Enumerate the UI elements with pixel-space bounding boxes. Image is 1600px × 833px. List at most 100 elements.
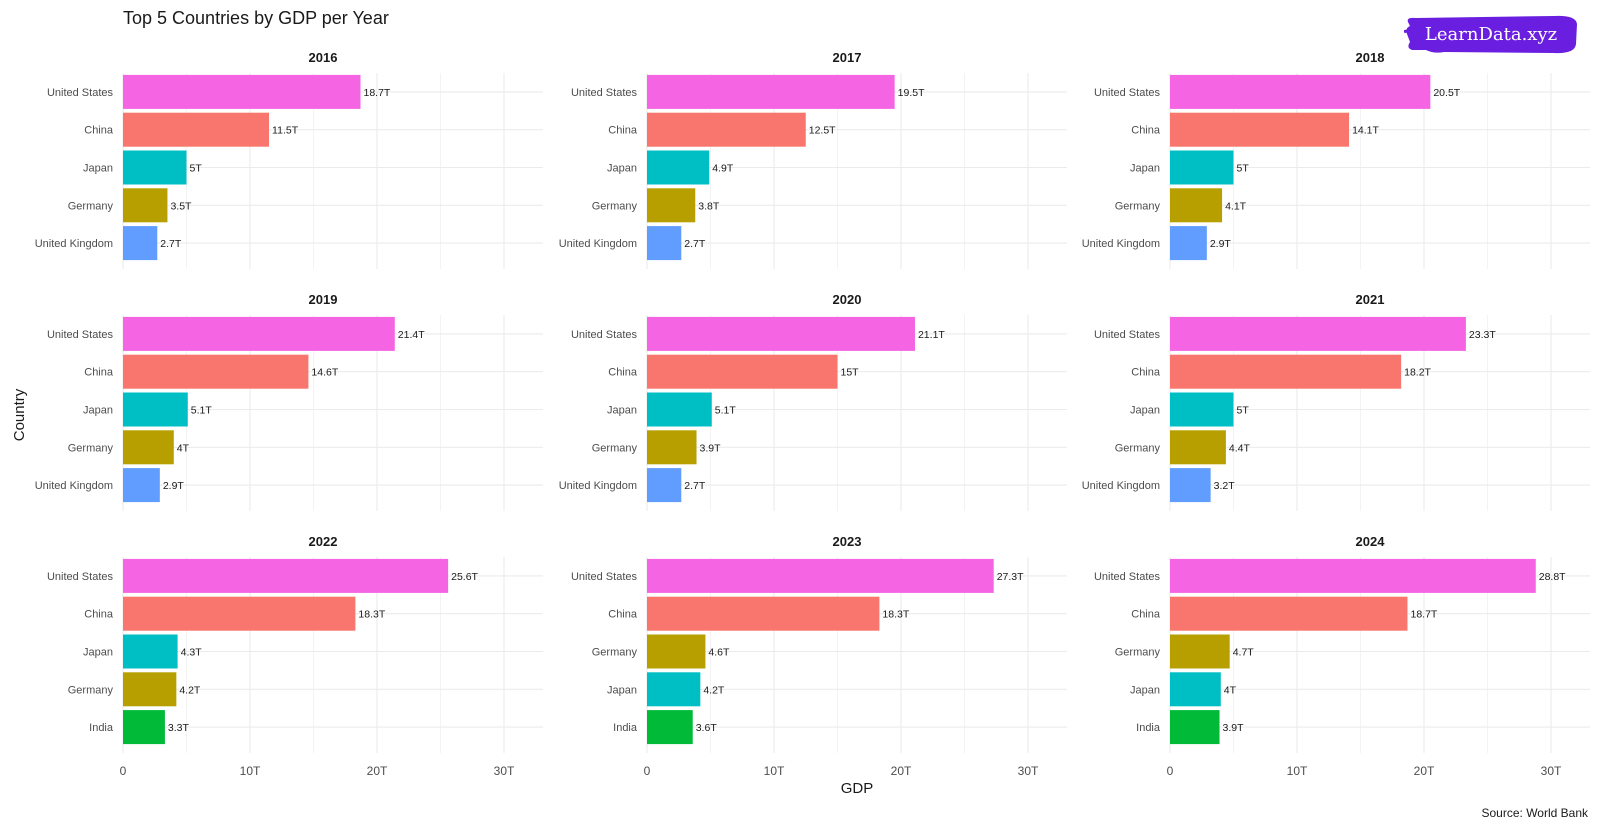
bar bbox=[123, 392, 188, 427]
x-tick-label: 30T bbox=[1541, 764, 1562, 778]
facet-title: 2024 bbox=[1356, 534, 1386, 549]
data-label: 5T bbox=[190, 163, 203, 175]
y-tick-label: United States bbox=[571, 87, 638, 99]
x-tick-label: 10T bbox=[1287, 764, 1308, 778]
x-tick-label: 20T bbox=[367, 764, 388, 778]
data-label: 4.2T bbox=[703, 684, 725, 696]
bar bbox=[647, 354, 838, 389]
source-caption: Source: World Bank bbox=[1481, 806, 1589, 820]
bar bbox=[1170, 672, 1221, 707]
y-tick-label: Japan bbox=[1130, 684, 1160, 696]
data-label: 23.3T bbox=[1469, 329, 1496, 341]
y-tick-label: United Kingdom bbox=[35, 238, 113, 250]
bar bbox=[647, 112, 806, 147]
x-tick-label: 0 bbox=[120, 764, 127, 778]
bar bbox=[647, 226, 682, 261]
data-label: 3.9T bbox=[1223, 722, 1245, 734]
data-label: 11.5T bbox=[272, 125, 299, 137]
y-tick-label: Germany bbox=[68, 442, 114, 454]
data-label: 4.9T bbox=[712, 163, 734, 175]
y-tick-label: United Kingdom bbox=[1082, 238, 1160, 250]
bar bbox=[647, 634, 706, 669]
x-axis-label: GDP bbox=[841, 780, 874, 797]
data-label: 3.5T bbox=[170, 200, 192, 212]
facet-panel-2018: 2018 20.5T United States 14.1T China 5T Japan 4… bbox=[1082, 50, 1590, 269]
x-tick-label: 20T bbox=[891, 764, 912, 778]
data-label: 18.3T bbox=[358, 609, 385, 621]
data-label: 4.6T bbox=[708, 647, 730, 659]
bar bbox=[123, 430, 174, 465]
y-tick-label: United Kingdom bbox=[1082, 480, 1160, 492]
data-label: 4.2T bbox=[179, 684, 201, 696]
bar bbox=[647, 392, 712, 427]
data-label: 3.9T bbox=[700, 442, 722, 454]
bar bbox=[647, 558, 994, 593]
facet-panel-2020: 2020 21.1T United States 15T China 5.1T Japan 3… bbox=[559, 292, 1067, 511]
data-label: 3.3T bbox=[168, 722, 190, 734]
facet-panel-2016: 2016 18.7T United States 11.5T China 5T Japan 3… bbox=[35, 50, 543, 269]
facet-panel-2023: 2023 27.3T United States 18.3T China 4.6T Germ… bbox=[571, 534, 1067, 778]
facet-panel-2019: 2019 21.4T United States 14.6T China 5.1T Japa… bbox=[35, 292, 543, 511]
bar bbox=[647, 430, 697, 465]
y-tick-label: Germany bbox=[592, 442, 638, 454]
learndata-logo: LearnData.xyz bbox=[1403, 14, 1578, 56]
data-label: 14.6T bbox=[311, 367, 338, 379]
data-label: 4.1T bbox=[1225, 200, 1247, 212]
y-tick-label: United Kingdom bbox=[559, 480, 637, 492]
data-label: 5T bbox=[1237, 405, 1250, 417]
x-tick-label: 10T bbox=[764, 764, 785, 778]
data-label: 2.9T bbox=[1210, 238, 1232, 250]
data-label: 4T bbox=[1224, 684, 1237, 696]
bar bbox=[647, 316, 915, 351]
bar bbox=[123, 188, 168, 223]
y-tick-label: China bbox=[608, 609, 638, 621]
y-axis-label: Country bbox=[11, 388, 28, 441]
bar bbox=[1170, 316, 1466, 351]
bar bbox=[647, 188, 696, 223]
data-label: 5T bbox=[1237, 163, 1250, 175]
bar bbox=[123, 634, 178, 669]
y-tick-label: United States bbox=[1094, 87, 1161, 99]
facet-panels: 2016 18.7T United States 11.5T China 5T Japan 3… bbox=[35, 50, 1590, 778]
y-tick-label: Japan bbox=[1130, 405, 1160, 417]
bar bbox=[123, 112, 270, 147]
data-label: 3.2T bbox=[1214, 480, 1236, 492]
data-label: 2.7T bbox=[160, 238, 182, 250]
y-tick-label: Japan bbox=[607, 405, 637, 417]
bar bbox=[647, 710, 693, 745]
y-tick-label: China bbox=[1131, 609, 1161, 621]
bar bbox=[647, 596, 880, 631]
facet-title: 2020 bbox=[833, 292, 862, 307]
bar bbox=[1170, 596, 1408, 631]
y-tick-label: Japan bbox=[83, 163, 113, 175]
facet-title: 2016 bbox=[309, 50, 338, 65]
y-tick-label: Japan bbox=[1130, 163, 1160, 175]
data-label: 18.2T bbox=[1404, 367, 1431, 379]
x-tick-label: 30T bbox=[1018, 764, 1039, 778]
bar bbox=[1170, 188, 1223, 223]
y-tick-label: Germany bbox=[1115, 442, 1161, 454]
bar bbox=[123, 672, 177, 707]
y-tick-label: United States bbox=[1094, 571, 1161, 583]
bar bbox=[123, 596, 356, 631]
y-tick-label: United States bbox=[571, 329, 638, 341]
y-tick-label: Germany bbox=[592, 200, 638, 212]
y-tick-label: China bbox=[1131, 367, 1161, 379]
bar bbox=[1170, 74, 1431, 109]
bar bbox=[647, 74, 895, 109]
bar bbox=[1170, 558, 1536, 593]
bar bbox=[123, 468, 160, 503]
data-label: 19.5T bbox=[898, 87, 925, 99]
y-tick-label: Germany bbox=[592, 647, 638, 659]
facet-title: 2023 bbox=[833, 534, 862, 549]
y-tick-label: United States bbox=[47, 87, 114, 99]
bar bbox=[647, 672, 701, 707]
bar bbox=[1170, 150, 1234, 185]
data-label: 3.6T bbox=[696, 722, 718, 734]
facet-panel-2017: 2017 19.5T United States 12.5T China 4.9T Japa… bbox=[559, 50, 1067, 269]
y-tick-label: Germany bbox=[68, 684, 114, 696]
bar bbox=[123, 74, 361, 109]
data-label: 20.5T bbox=[1433, 87, 1460, 99]
data-label: 18.3T bbox=[882, 609, 909, 621]
